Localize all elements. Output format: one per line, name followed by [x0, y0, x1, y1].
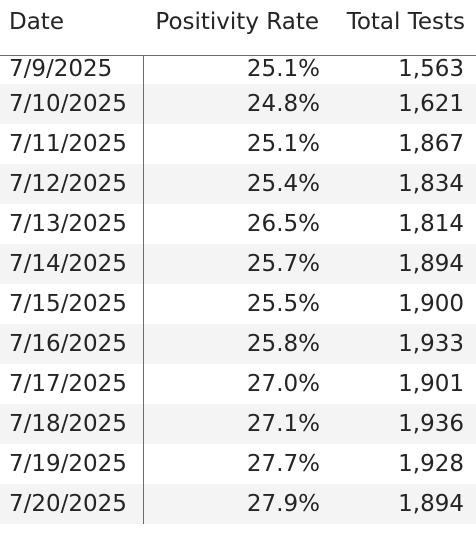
- cell-date: 7/11/2025: [9, 131, 127, 157]
- cell-positivity-rate: 25.4%: [246, 171, 320, 197]
- table-body: 7/9/2025 25.1% 1,563 7/10/2025 24.8% 1,621 7/1…: [0, 56, 476, 524]
- cell-total-tests: 1,867: [398, 131, 464, 157]
- data-table: Date Positivity Rate Total Tests 7/9/202…: [0, 0, 476, 524]
- cell-positivity-rate: 27.0%: [246, 371, 320, 397]
- table-row[interactable]: 7/15/2025 25.5% 1,900: [0, 284, 476, 324]
- cell-positivity-rate: 25.8%: [246, 331, 320, 357]
- table-row[interactable]: 7/9/2025 25.1% 1,563: [0, 56, 476, 84]
- cell-total-tests: 1,900: [398, 291, 464, 317]
- column-header-positivity-rate[interactable]: Positivity Rate: [155, 9, 319, 35]
- column-header-total-tests[interactable]: Total Tests: [346, 9, 465, 35]
- cell-total-tests: 1,834: [398, 171, 464, 197]
- cell-total-tests: 1,563: [398, 56, 464, 82]
- cell-date: 7/19/2025: [9, 451, 127, 477]
- table-row[interactable]: 7/12/2025 25.4% 1,834: [0, 164, 476, 204]
- cell-positivity-rate: 25.7%: [246, 251, 320, 277]
- cell-total-tests: 1,933: [398, 331, 464, 357]
- table-row[interactable]: 7/19/2025 27.7% 1,928: [0, 444, 476, 484]
- cell-positivity-rate: 27.7%: [246, 451, 320, 477]
- cell-date: 7/16/2025: [9, 331, 127, 357]
- cell-total-tests: 1,928: [398, 451, 464, 477]
- cell-positivity-rate: 26.5%: [246, 211, 320, 237]
- table-row[interactable]: 7/18/2025 27.1% 1,936: [0, 404, 476, 444]
- cell-total-tests: 1,814: [398, 211, 464, 237]
- column-divider: [143, 56, 144, 524]
- cell-total-tests: 1,936: [398, 411, 464, 437]
- table-row[interactable]: 7/10/2025 24.8% 1,621: [0, 84, 476, 124]
- cell-positivity-rate: 25.1%: [246, 56, 320, 82]
- cell-date: 7/18/2025: [9, 411, 127, 437]
- table-header: Date Positivity Rate Total Tests: [0, 0, 476, 56]
- cell-total-tests: 1,901: [398, 371, 464, 397]
- cell-total-tests: 1,894: [398, 491, 464, 517]
- cell-date: 7/15/2025: [9, 291, 127, 317]
- cell-total-tests: 1,621: [398, 91, 464, 117]
- cell-date: 7/14/2025: [9, 251, 127, 277]
- cell-date: 7/20/2025: [9, 491, 127, 517]
- table-row[interactable]: 7/17/2025 27.0% 1,901: [0, 364, 476, 404]
- cell-date: 7/9/2025: [9, 56, 113, 82]
- table-row[interactable]: 7/13/2025 26.5% 1,814: [0, 204, 476, 244]
- cell-date: 7/13/2025: [9, 211, 127, 237]
- table-row[interactable]: 7/20/2025 27.9% 1,894: [0, 484, 476, 524]
- cell-date: 7/10/2025: [9, 91, 127, 117]
- cell-positivity-rate: 25.5%: [246, 291, 320, 317]
- table-row[interactable]: 7/14/2025 25.7% 1,894: [0, 244, 476, 284]
- table-row[interactable]: 7/16/2025 25.8% 1,933: [0, 324, 476, 364]
- cell-positivity-rate: 27.9%: [246, 491, 320, 517]
- cell-date: 7/17/2025: [9, 371, 127, 397]
- cell-positivity-rate: 24.8%: [246, 91, 320, 117]
- column-header-date[interactable]: Date: [9, 9, 64, 35]
- cell-total-tests: 1,894: [398, 251, 464, 277]
- table-row[interactable]: 7/11/2025 25.1% 1,867: [0, 124, 476, 164]
- cell-date: 7/12/2025: [9, 171, 127, 197]
- cell-positivity-rate: 27.1%: [246, 411, 320, 437]
- cell-positivity-rate: 25.1%: [246, 131, 320, 157]
